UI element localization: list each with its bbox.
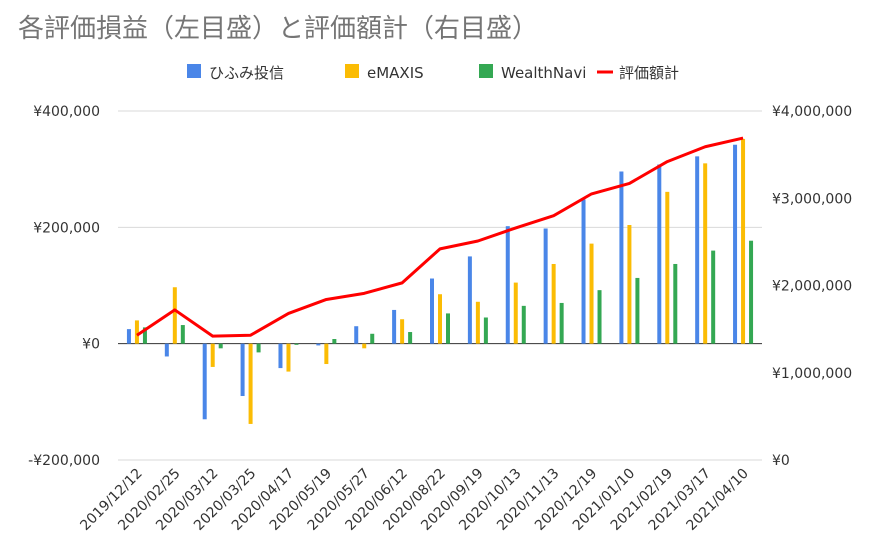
bar-WealthNavi	[673, 263, 678, 344]
legend-swatch	[345, 64, 359, 78]
bar-ひふみ投信	[543, 228, 548, 344]
y-right-tick-label: ¥0	[772, 453, 790, 469]
bar-WealthNavi	[408, 332, 413, 344]
y-right-tick-label: ¥2,000,000	[772, 279, 852, 295]
bar-WealthNavi	[370, 333, 375, 344]
y-left-tick-label: ¥400,000	[33, 104, 100, 120]
bar-eMAXIS	[134, 320, 139, 344]
bar-WealthNavi	[635, 277, 640, 344]
legend-swatch	[187, 64, 201, 78]
bar-WealthNavi	[294, 343, 299, 345]
bar-eMAXIS	[627, 225, 632, 344]
y-left-tick-label: ¥200,000	[33, 220, 100, 236]
bar-eMAXIS	[248, 343, 253, 424]
bar-eMAXIS	[475, 301, 480, 344]
y-right-tick-label: ¥1,000,000	[772, 366, 852, 382]
bar-ひふみ投信	[619, 171, 624, 344]
bar-ひふみ投信	[505, 226, 510, 344]
bar-eMAXIS	[741, 138, 746, 344]
bar-ひふみ投信	[164, 343, 169, 357]
bar-eMAXIS	[513, 282, 518, 344]
bar-ひふみ投信	[392, 309, 397, 344]
bar-ひふみ投信	[430, 278, 434, 344]
legend-label: ひふみ投信	[209, 64, 284, 82]
bar-ひふみ投信	[126, 329, 131, 344]
bar-ひふみ投信	[354, 326, 359, 344]
bar-WealthNavi	[483, 317, 488, 344]
bar-WealthNavi	[597, 290, 602, 344]
bar-WealthNavi	[332, 339, 337, 344]
bar-WealthNavi	[256, 343, 261, 353]
bar-ひふみ投信	[467, 256, 472, 344]
bar-WealthNavi	[180, 325, 185, 344]
bar-eMAXIS	[589, 243, 594, 344]
legend-label: eMAXIS	[367, 64, 424, 82]
bar-WealthNavi	[142, 327, 147, 344]
legend-label: WealthNavi	[501, 64, 586, 82]
bar-eMAXIS	[210, 343, 215, 367]
bar-eMAXIS	[324, 343, 329, 365]
bar-eMAXIS	[362, 343, 367, 349]
bar-eMAXIS	[665, 191, 670, 344]
y-left-tick-label: ¥0	[82, 337, 100, 353]
chart-title: 各評価損益（左目盛）と評価額計（右目盛）	[18, 14, 539, 44]
bar-WealthNavi	[559, 302, 564, 344]
y-right-tick-label: ¥3,000,000	[772, 191, 852, 207]
bar-ひふみ投信	[202, 343, 207, 420]
bar-eMAXIS	[286, 343, 291, 372]
bar-ひふみ投信	[695, 156, 700, 344]
bar-WealthNavi	[749, 240, 754, 344]
bar-eMAXIS	[172, 287, 177, 344]
bar-ひふみ投信	[657, 164, 662, 344]
bar-WealthNavi	[521, 305, 526, 344]
bar-ひふみ投信	[581, 199, 586, 344]
bar-WealthNavi	[446, 313, 450, 344]
bar-eMAXIS	[703, 163, 708, 344]
line-評価額計	[136, 136, 744, 338]
bar-ひふみ投信	[240, 343, 245, 397]
bar-eMAXIS	[400, 319, 405, 344]
bar-WealthNavi	[218, 343, 223, 349]
bar-eMAXIS	[438, 294, 442, 344]
bar-WealthNavi	[711, 250, 716, 344]
bar-ひふみ投信	[278, 343, 283, 369]
y-left-tick-label: -¥200,000	[28, 453, 100, 469]
legend-label: 評価額計	[619, 64, 679, 82]
legend-swatch	[479, 64, 493, 78]
bar-ひふみ投信	[733, 144, 738, 344]
bar-eMAXIS	[551, 263, 556, 344]
bar-ひふみ投信	[316, 343, 321, 346]
y-right-tick-label: ¥4,000,000	[772, 104, 852, 120]
